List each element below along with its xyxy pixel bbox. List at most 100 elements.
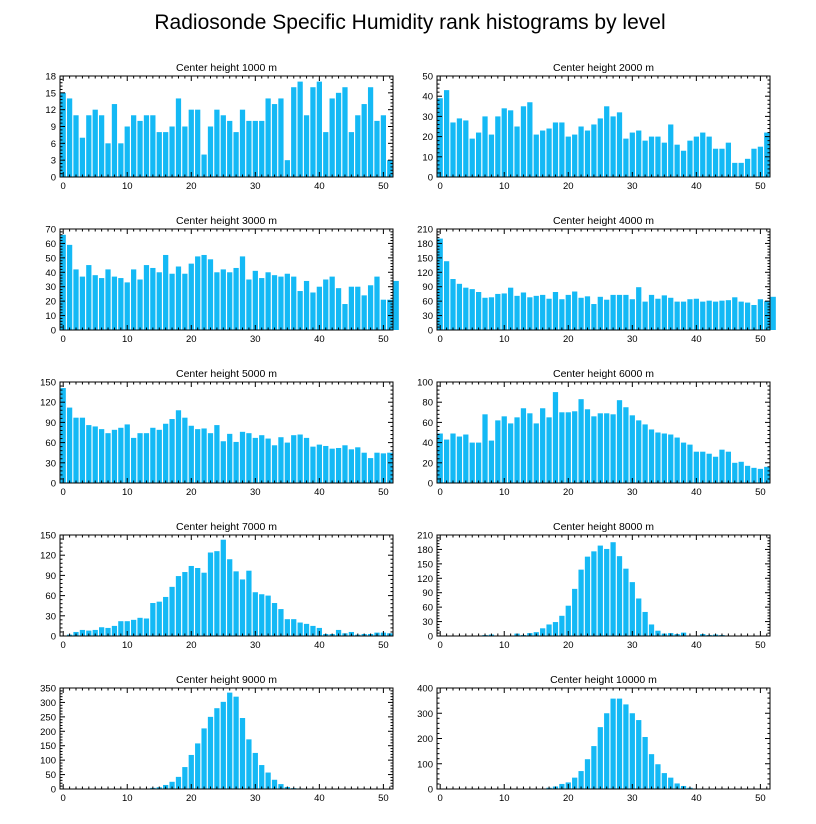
histogram-bar [214,708,220,789]
y-tick-label: 0 [51,785,56,796]
histogram-bar [182,273,188,330]
histogram-bar [271,603,278,636]
x-tick-label: 0 [61,793,66,804]
histogram-bar [572,777,578,789]
y-tick-label: 120 [40,551,56,562]
histogram-bar [770,296,776,330]
histogram-bar [764,132,770,177]
histogram-bar [131,269,137,330]
x-tick-label: 10 [122,181,133,192]
histogram-bar [156,601,162,636]
y-tick-label: 9 [51,122,56,133]
histogram-bar [278,609,284,636]
histogram-bar [744,465,751,483]
histogram-bar [540,130,546,177]
histogram-bar [757,468,764,483]
histogram-bar [297,622,303,636]
histogram-bar [616,698,623,789]
histogram-bar [271,275,278,330]
histogram-bar [150,267,156,330]
histogram-bar [220,441,226,483]
histogram-bar [175,266,182,330]
histogram-bar [201,428,207,483]
histogram-bar [482,116,488,177]
plot-frame [59,534,394,637]
histogram-bar [124,621,130,636]
x-tick-label: 20 [563,334,574,345]
histogram-bar [214,109,220,177]
histogram-bar [150,603,156,636]
y-tick-label: 400 [417,684,433,695]
histogram-bar [86,115,92,177]
histogram-bar [342,445,348,483]
y-tick-label: 60 [422,297,433,308]
histogram-bar [591,746,597,789]
histogram-bar [387,299,393,330]
histogram-bar [220,539,226,636]
histogram-bar [367,285,374,330]
histogram-bar [725,142,731,177]
y-tick-label: 120 [40,398,56,409]
histogram-bar [143,433,150,483]
histogram-bar [540,628,546,636]
plot-frame [59,687,394,790]
x-tick-label: 50 [378,640,389,651]
histogram-bar [616,556,623,636]
y-tick-label: 210 [417,531,433,542]
histogram-bar [616,294,623,330]
histogram-bar [482,297,488,330]
histogram-bar [527,297,533,330]
y-tick-label: 150 [417,253,433,264]
histogram-bar [488,440,495,483]
histogram-bar [156,132,162,177]
histogram-bar [597,545,603,636]
x-tick-label: 30 [627,793,638,804]
y-tick-label: 100 [40,756,56,767]
histogram-bar [105,143,111,177]
y-tick-label: 90 [45,418,56,429]
histogram-bar [456,118,463,177]
histogram-bar [99,429,105,483]
histogram-bar [463,287,469,330]
plot-frame [436,534,771,637]
histogram-bar [732,162,738,177]
x-tick-label: 40 [314,181,325,192]
histogram-bar [757,146,764,177]
y-tick-label: 300 [40,698,56,709]
histogram-bar [636,420,642,483]
x-tick-label: 40 [691,640,702,651]
histogram-bar [310,446,316,483]
histogram-bar [163,254,169,330]
histogram-bar [284,442,290,483]
histogram-bar [195,429,201,483]
y-tick-label: 12 [45,105,56,116]
histogram-bar [712,148,719,177]
y-tick-label: 90 [422,588,433,599]
y-tick-label: 30 [45,282,56,293]
histogram-bar [143,618,150,636]
histogram-bar [648,754,655,789]
histogram-bar [655,432,661,483]
histogram-bar [476,292,482,330]
histogram-bar [437,238,443,330]
histogram-bar [335,629,342,636]
histogram-bar [329,448,335,483]
histogram-bar [207,716,214,789]
histogram-bar [201,154,207,177]
histogram-bar [99,278,105,330]
histogram-bar [86,425,92,483]
histogram-bar [66,244,73,330]
histogram-bar [233,571,239,636]
histogram-bar [99,627,105,636]
histogram-bar [297,291,303,330]
histogram-bar [60,388,66,483]
x-tick-label: 30 [250,334,261,345]
histogram-bar [188,565,194,636]
histogram-panel-3: Center height 3000 m 0 10 20 30 40 50 0 10 20 30 40… [45,215,399,345]
histogram-bar [559,122,565,177]
histogram-bar [118,278,124,330]
histogram-bar [700,132,706,177]
histogram-bar [60,92,66,177]
histogram-bar [533,423,539,483]
y-tick-label: 0 [51,173,56,184]
